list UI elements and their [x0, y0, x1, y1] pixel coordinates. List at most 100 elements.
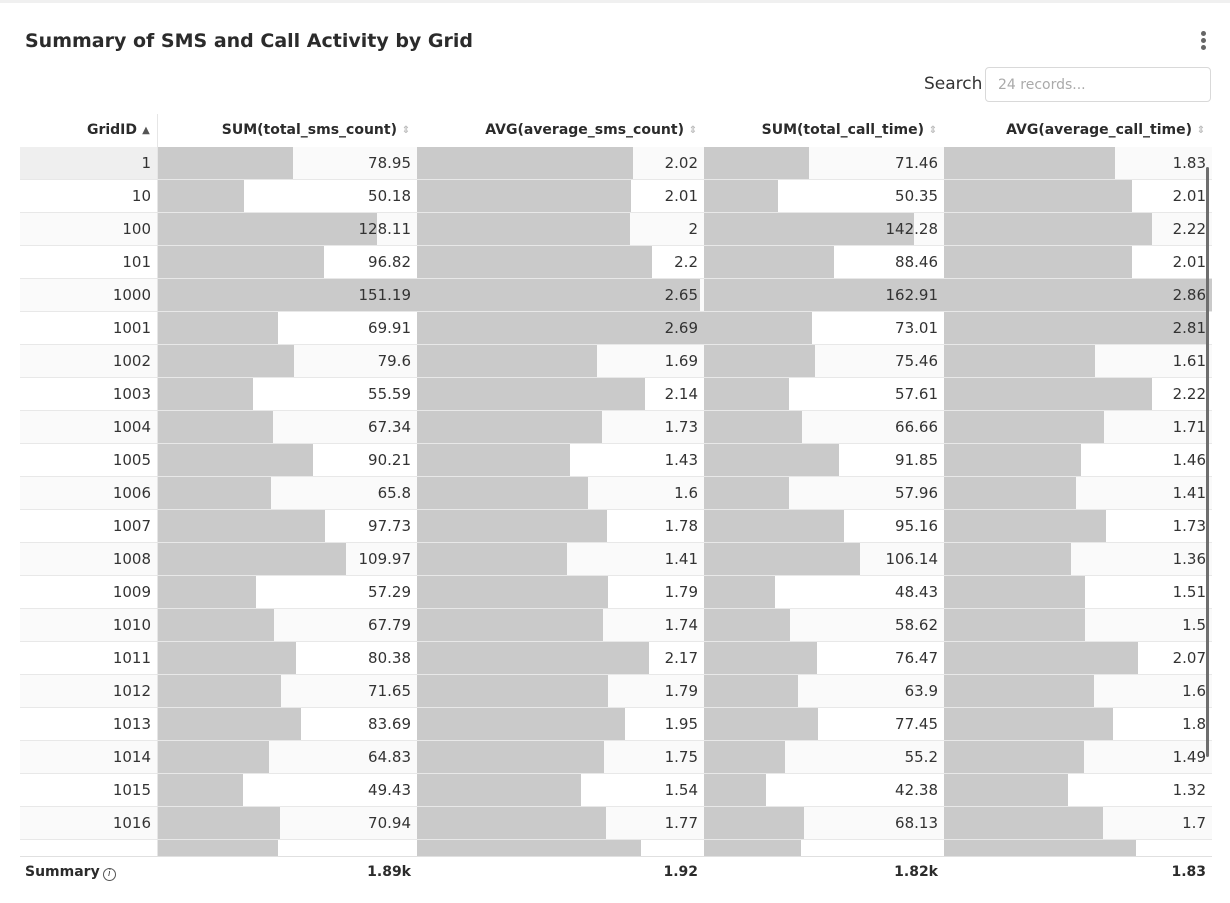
cell-sms-avg: 1.41: [417, 543, 704, 575]
cell-call-sum: 58.62: [704, 609, 944, 641]
table-row[interactable]: 10 50.18 2.01 50.35 2.01: [20, 180, 1212, 213]
cell-value: 95.16: [895, 517, 938, 535]
value-bar: [944, 477, 1076, 509]
cell-call-avg: 1.6: [944, 675, 1212, 707]
cell-value: 55.59: [368, 385, 411, 403]
cell-value: 2.01: [664, 187, 698, 205]
value-bar: [158, 378, 253, 410]
sort-unsorted-icon[interactable]: ⇕: [928, 125, 938, 136]
table-header: GridID ▲ SUM(total_sms_count) ⇕ AVG(average_…: [20, 114, 1212, 149]
cell-sms-avg: 2.01: [417, 180, 704, 212]
value-bar: [158, 576, 256, 608]
cell-grid-id: 1004: [20, 411, 157, 443]
cell-value: 162.91: [885, 286, 939, 304]
sort-unsorted-icon[interactable]: ⇕: [688, 125, 698, 136]
column-header-sms-sum[interactable]: SUM(total_sms_count) ⇕: [158, 114, 417, 147]
cell-value: 50.18: [368, 187, 411, 205]
cell-sms-avg: 2.02: [417, 147, 704, 179]
value-bar: [158, 675, 281, 707]
summary-row: Summary i 1.89k 1.92 1.82k 1.83: [20, 856, 1212, 889]
sort-unsorted-icon[interactable]: ⇕: [1196, 125, 1206, 136]
table-row[interactable]: 1003 55.59 2.14 57.61 2.22: [20, 378, 1212, 411]
table-row[interactable]: 100 128.11 2 142.28 2.22: [20, 213, 1212, 246]
table-row[interactable]: 1004 67.34 1.73 66.66 1.71: [20, 411, 1212, 444]
value-bar: [417, 180, 631, 212]
value-bar: [417, 246, 652, 278]
table-row[interactable]: 1014 64.83 1.75 55.2 1.49: [20, 741, 1212, 774]
cell-value: 1.83: [1172, 154, 1206, 172]
cell-value: 1016: [112, 814, 151, 832]
cell-value: 1005: [112, 451, 151, 469]
cell-sms-sum: 128.11: [158, 213, 417, 245]
cell-grid-id: 1008: [20, 543, 157, 575]
cell-sms-sum: 49.43: [158, 774, 417, 806]
info-icon[interactable]: i: [102, 868, 116, 881]
summary-value: Summary: [25, 864, 100, 880]
sort-unsorted-icon[interactable]: ⇕: [401, 125, 411, 136]
cell-grid-id: 1006: [20, 477, 157, 509]
table-row[interactable]: 1011 80.38 2.17 76.47 2.07: [20, 642, 1212, 675]
cell-value: 73.01: [895, 319, 938, 337]
cell-value: 83.69: [368, 715, 411, 733]
cell-call-sum: 63.9: [704, 675, 944, 707]
cell-value: 70.94: [368, 814, 411, 832]
kebab-menu-icon[interactable]: [1196, 30, 1210, 54]
cell-value: 55.2: [904, 748, 938, 766]
value-bar: [158, 147, 293, 179]
cell-value: 1.54: [664, 781, 698, 799]
table-row[interactable]: 1000 151.19 2.65 162.91 2.86: [20, 279, 1212, 312]
table-row[interactable]: 1008 109.97 1.41 106.14 1.36: [20, 543, 1212, 576]
table-row[interactable]: 1005 90.21 1.43 91.85 1.46: [20, 444, 1212, 477]
table-row[interactable]: 1 78.95 2.02 71.46 1.83: [20, 147, 1212, 180]
value-bar: [417, 147, 633, 179]
table-row[interactable]: 1010 67.79 1.74 58.62 1.5: [20, 609, 1212, 642]
table-row[interactable]: 1001 69.91 2.69 73.01 2.81: [20, 312, 1212, 345]
value-bar: [158, 180, 244, 212]
value-bar: [417, 609, 603, 641]
cell-sms-sum: 151.19: [158, 279, 417, 311]
summary-value: 1.83: [1171, 864, 1206, 880]
cell-value: 1008: [112, 550, 151, 568]
cell-grid-id: 1010: [20, 609, 157, 641]
table-row[interactable]: 1009 57.29 1.79 48.43 1.51: [20, 576, 1212, 609]
cell-value: 151.19: [358, 286, 412, 304]
vertical-scrollbar[interactable]: [1206, 167, 1209, 757]
value-bar: [704, 246, 834, 278]
table-row[interactable]: 1016 70.94 1.77 68.13 1.7: [20, 807, 1212, 840]
search-input[interactable]: [985, 67, 1211, 102]
table-row[interactable]: 1006 65.8 1.6 57.96 1.41: [20, 477, 1212, 510]
cell-grid-id: [20, 840, 157, 856]
sort-ascending-icon[interactable]: ▲: [142, 125, 150, 136]
value-bar: [704, 378, 789, 410]
value-bar: [704, 180, 778, 212]
table-row[interactable]: 1013 83.69 1.95 77.45 1.8: [20, 708, 1212, 741]
table-row[interactable]: 101 96.82 2.2 88.46 2.01: [20, 246, 1212, 279]
value-bar: [944, 609, 1085, 641]
value-bar: [158, 411, 273, 443]
cell-call-avg: 1.73: [944, 510, 1212, 542]
cell-value: 2.22: [1172, 385, 1206, 403]
value-bar: [704, 477, 789, 509]
table-row[interactable]: 1012 71.65 1.79 63.9 1.6: [20, 675, 1212, 708]
value-bar: [944, 741, 1084, 773]
column-header-call-sum[interactable]: SUM(total_call_time) ⇕: [704, 114, 944, 147]
cell-sms-sum: 50.18: [158, 180, 417, 212]
column-header-grid-id[interactable]: GridID ▲: [20, 114, 157, 147]
value-bar: [417, 213, 630, 245]
table-row[interactable]: [20, 840, 1212, 856]
value-bar: [704, 576, 775, 608]
cell-sms-sum: 79.6: [158, 345, 417, 377]
table-row[interactable]: 1015 49.43 1.54 42.38 1.32: [20, 774, 1212, 807]
cell-value: 1011: [112, 649, 151, 667]
column-header-label: SUM(total_call_time): [761, 122, 924, 138]
cell-value: 1.36: [1172, 550, 1206, 568]
cell-sms-avg: 1.73: [417, 411, 704, 443]
cell-grid-id: 1016: [20, 807, 157, 839]
column-header-label: GridID: [86, 122, 137, 138]
cell-value: 57.29: [368, 583, 411, 601]
table-row[interactable]: 1002 79.6 1.69 75.46 1.61: [20, 345, 1212, 378]
column-header-sms-avg[interactable]: AVG(average_sms_count) ⇕: [417, 114, 704, 147]
column-header-call-avg[interactable]: AVG(average_call_time) ⇕: [944, 114, 1212, 147]
cell-value: 1.75: [664, 748, 698, 766]
table-row[interactable]: 1007 97.73 1.78 95.16 1.73: [20, 510, 1212, 543]
